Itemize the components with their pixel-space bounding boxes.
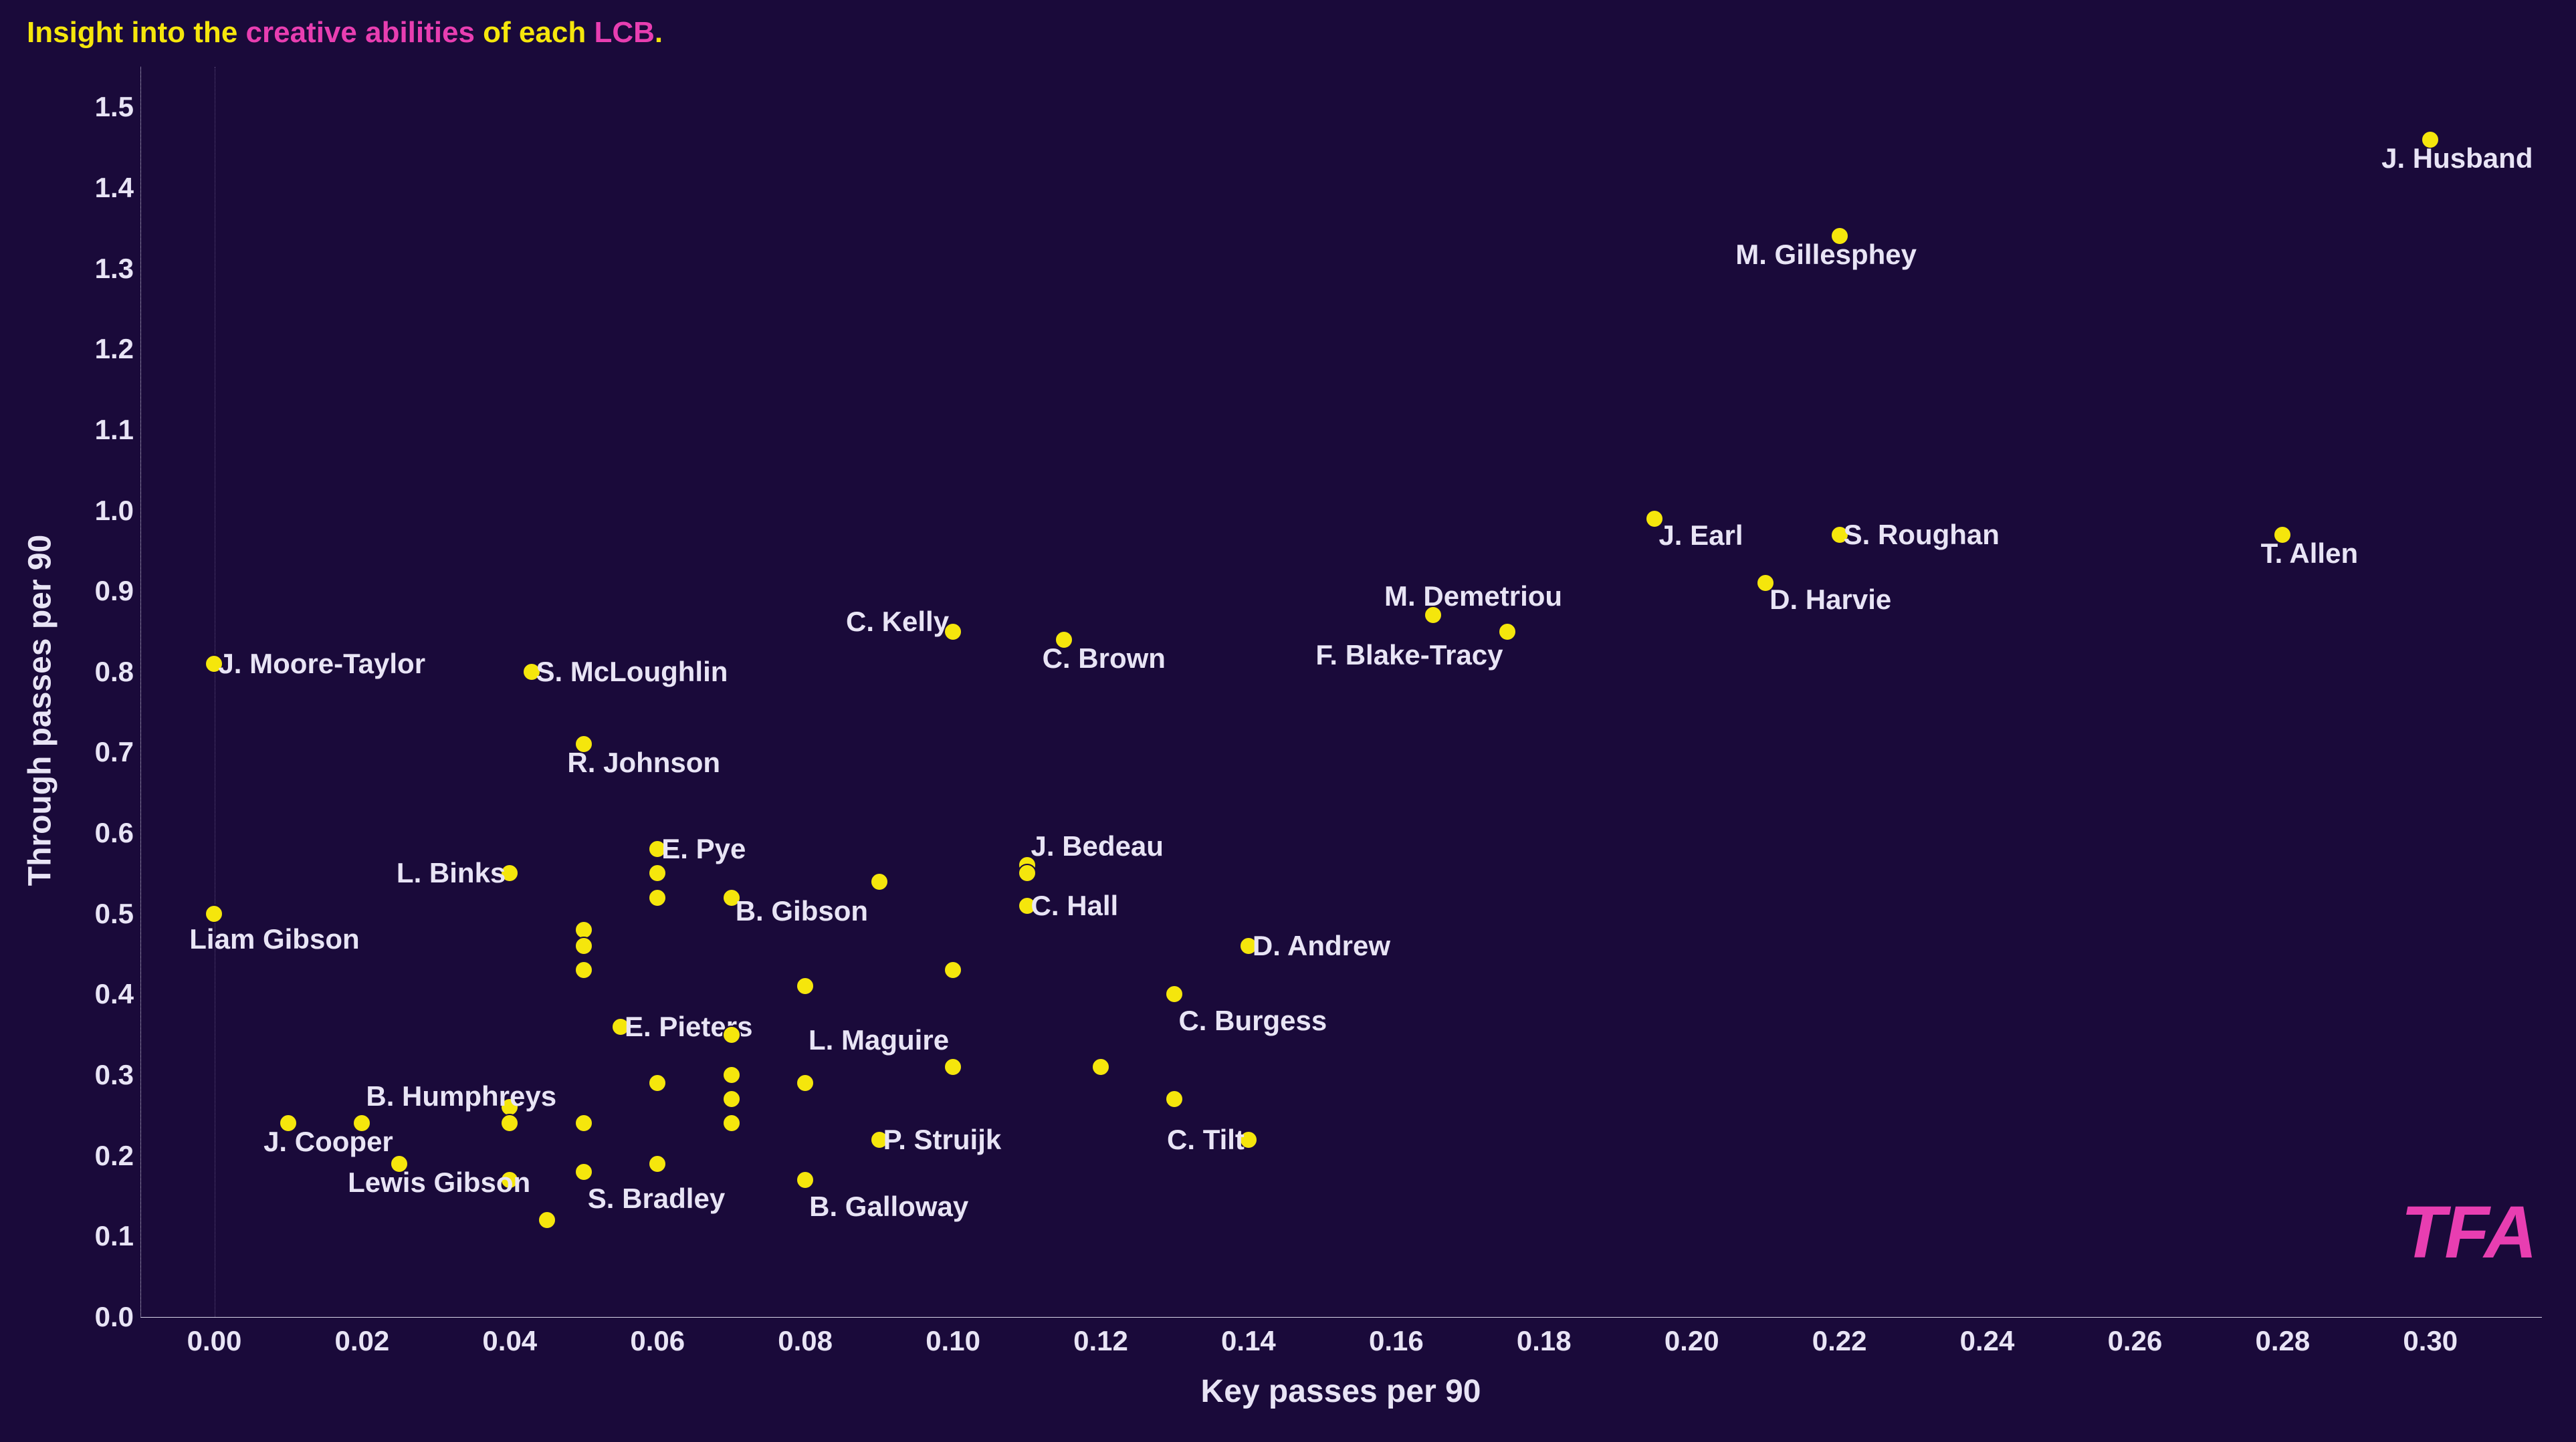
scatter-dot (574, 937, 593, 955)
scatter-dot (1165, 985, 1184, 1003)
x-tick: 0.00 (187, 1325, 242, 1357)
point-label: Lewis Gibson (348, 1167, 530, 1199)
point-label: S. Roughan (1844, 519, 2000, 551)
y-tick: 0.4 (94, 978, 134, 1010)
scatter-dot (648, 1155, 667, 1173)
point-label: D. Harvie (1769, 584, 1891, 616)
scatter-dot (944, 1058, 962, 1076)
y-tick: 1.3 (94, 253, 134, 285)
y-tick: 0.6 (94, 817, 134, 849)
x-tick: 0.30 (2403, 1325, 2458, 1357)
scatter-dot (648, 888, 667, 907)
y-tick: 1.2 (94, 333, 134, 365)
scatter-dot (796, 1074, 815, 1092)
point-label: L. Maguire (809, 1024, 949, 1056)
chart-title-segment: . (655, 16, 663, 49)
point-label: C. Tilt (1167, 1124, 1245, 1156)
scatter-dot (722, 1114, 741, 1132)
chart-title-segment: Insight into the (27, 16, 246, 49)
scatter-dot (205, 905, 223, 923)
point-label: F. Blake-Tracy (1315, 639, 1503, 671)
chart-title-segment: creative abilities (246, 16, 475, 49)
point-label: J. Bedeau (1031, 830, 1164, 862)
y-tick: 0.0 (94, 1301, 134, 1333)
x-tick: 0.14 (1221, 1325, 1276, 1357)
point-label: J. Cooper (263, 1126, 393, 1158)
y-axis-label: Through passes per 90 (22, 535, 59, 886)
point-label: C. Hall (1031, 890, 1119, 922)
x-axis-label: Key passes per 90 (1201, 1373, 1481, 1410)
point-label: T. Allen (2261, 537, 2358, 570)
point-label: R. Johnson (567, 747, 720, 779)
scatter-dot (944, 961, 962, 979)
point-label: B. Galloway (809, 1191, 968, 1223)
scatter-dot (648, 1074, 667, 1092)
scatter-dot (1018, 864, 1037, 882)
x-tick: 0.08 (778, 1325, 833, 1357)
scatter-dot (574, 1163, 593, 1181)
point-label: S. Bradley (588, 1183, 725, 1215)
y-tick: 1.0 (94, 495, 134, 527)
point-label: B. Gibson (736, 895, 868, 927)
y-tick: 1.4 (94, 172, 134, 204)
chart-title-segment: of each (475, 16, 595, 49)
scatter-dot (574, 961, 593, 979)
scatter-dot (722, 1090, 741, 1108)
scatter-dot (574, 1114, 593, 1132)
point-label: C. Burgess (1178, 1005, 1327, 1037)
plot-area (140, 67, 2542, 1318)
point-label: E. Pye (661, 833, 746, 865)
point-label: J. Moore-Taylor (218, 648, 425, 680)
x-tick: 0.18 (1517, 1325, 1572, 1357)
chart-title-segment: LCB (594, 16, 654, 49)
y-tick: 0.9 (94, 575, 134, 607)
point-label: J. Husband (2381, 142, 2533, 174)
x-tick: 0.20 (1665, 1325, 1719, 1357)
x-tick: 0.02 (335, 1325, 390, 1357)
scatter-dot (648, 864, 667, 882)
x-tick: 0.26 (2108, 1325, 2163, 1357)
y-tick: 0.3 (94, 1059, 134, 1091)
y-tick: 1.5 (94, 91, 134, 123)
y-tick: 0.8 (94, 656, 134, 688)
x-tick: 0.24 (1960, 1325, 2015, 1357)
scatter-dot (1498, 622, 1517, 641)
y-tick: 0.7 (94, 736, 134, 768)
scatter-chart: Insight into the creative abilities of e… (0, 0, 2576, 1442)
point-label: D. Andrew (1253, 930, 1390, 962)
point-label: Liam Gibson (189, 923, 359, 955)
x-tick: 0.06 (630, 1325, 685, 1357)
scatter-dot (538, 1211, 556, 1229)
scatter-dot (796, 977, 815, 995)
scatter-dot (1091, 1058, 1110, 1076)
point-label: L. Binks (397, 857, 506, 889)
x-tick: 0.28 (2256, 1325, 2311, 1357)
y-tick: 0.2 (94, 1140, 134, 1172)
scatter-dot (1165, 1090, 1184, 1108)
point-label: C. Brown (1043, 642, 1166, 675)
scatter-dot (870, 872, 889, 891)
point-label: M. Gillesphey (1735, 239, 1917, 271)
point-label: P. Struijk (883, 1124, 1002, 1156)
scatter-dot (796, 1171, 815, 1189)
chart-title: Insight into the creative abilities of e… (27, 16, 663, 49)
scatter-dot (722, 1026, 741, 1044)
point-label: C. Kelly (846, 606, 949, 638)
scatter-dot (500, 1114, 519, 1132)
x-tick: 0.12 (1073, 1325, 1128, 1357)
x-tick: 0.16 (1369, 1325, 1424, 1357)
y-tick: 0.5 (94, 898, 134, 930)
point-label: J. Earl (1658, 519, 1743, 552)
y-tick: 0.1 (94, 1220, 134, 1252)
x-tick: 0.10 (926, 1325, 980, 1357)
x-tick: 0.22 (1812, 1325, 1867, 1357)
brand-logo: TFA (2401, 1190, 2536, 1275)
point-label: M. Demetriou (1384, 580, 1562, 612)
scatter-dot (722, 1066, 741, 1084)
point-label: S. McLoughlin (536, 656, 728, 688)
y-tick: 1.1 (94, 414, 134, 446)
point-label: B. Humphreys (366, 1080, 556, 1112)
x-tick: 0.04 (482, 1325, 537, 1357)
